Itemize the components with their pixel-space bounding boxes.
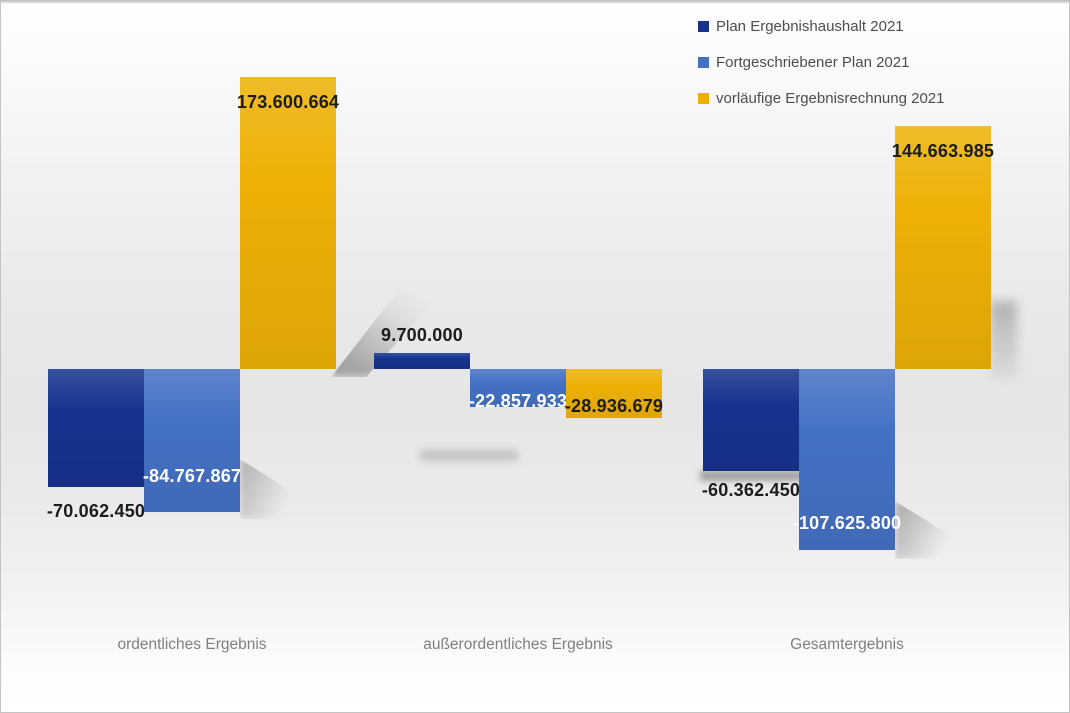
legend-swatch-plan xyxy=(698,20,709,32)
bar-series3-cat2 xyxy=(566,369,662,418)
legend-label: Fortgeschriebener Plan 2021 xyxy=(716,53,910,71)
legend-swatch-vorlaeufig xyxy=(698,92,709,104)
category-label-2: außerordentliches Ergebnis xyxy=(423,636,613,653)
legend: Plan Ergebnishaushalt 2021 Fortgeschrieb… xyxy=(698,15,945,123)
legend-swatch-fortgeschrieben xyxy=(698,56,709,68)
bar-series1-cat2 xyxy=(374,353,470,369)
bar-label-series1-cat1: -70.062.450 xyxy=(46,501,146,521)
bar-series3-cat3 xyxy=(895,126,991,369)
bar-label-series2-cat1: -84.767.867 xyxy=(142,466,242,486)
bar-label-series2-cat2: -22.857.933 xyxy=(468,391,568,411)
bar-series1-cat3 xyxy=(703,369,799,471)
bar-label-series2-cat3: -107.625.800 xyxy=(792,513,902,533)
bar-series1-cat1 xyxy=(48,369,144,487)
bar-series2-cat1 xyxy=(144,369,240,512)
bar-label-series3-cat2: -28.936.679 xyxy=(564,396,664,416)
bar-label-series1-cat3: -60.362.450 xyxy=(701,480,801,500)
bar-series2-cat2 xyxy=(470,369,566,407)
legend-item-fortgeschrieben: Fortgeschriebener Plan 2021 xyxy=(698,51,945,73)
bar-label-series1-cat2: 9.700.000 xyxy=(381,325,463,345)
legend-item-plan: Plan Ergebnishaushalt 2021 xyxy=(698,15,945,37)
category-label-3: Gesamtergebnis xyxy=(790,636,904,653)
legend-label: vorläufige Ergebnisrechnung 2021 xyxy=(716,89,945,107)
bar-series2-cat3 xyxy=(799,369,895,550)
bar-series3-cat1 xyxy=(240,77,336,369)
legend-item-vorlaeufig: vorläufige Ergebnisrechnung 2021 xyxy=(698,87,945,109)
legend-label: Plan Ergebnishaushalt 2021 xyxy=(716,17,904,35)
category-label-1: ordentliches Ergebnis xyxy=(117,636,267,653)
bar-label-series3-cat3: 144.663.985 xyxy=(891,141,995,161)
bar-label-series3-cat1: 173.600.664 xyxy=(236,92,340,112)
